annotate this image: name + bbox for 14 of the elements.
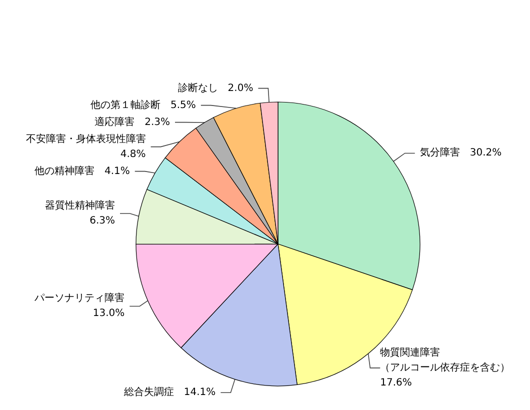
slice-label: 物質関連障害（アルコール依存症を含む） (380, 346, 510, 374)
slice-label: パーソナリティ障害 (34, 292, 125, 304)
slice-label: 他の精神障害 4.1% (34, 164, 130, 177)
slice-label: 適応障害 2.3% (94, 116, 170, 128)
slice-label: 他の第１軸診断 5.5% (90, 98, 196, 111)
slice-label: 診断なし 2.0% (178, 82, 254, 94)
data-label: 6.3% (90, 216, 115, 227)
slice-label: 総合失調症 14.1% (122, 386, 216, 398)
data-label: 4.8% (120, 148, 146, 160)
slice-label: 気分障害 30.2% (420, 146, 502, 159)
slice-label: 不安障害・身体表現性障害 (26, 132, 146, 145)
slice-label: 器質性精神障害 (44, 200, 115, 212)
data-label: 17.6% (380, 377, 412, 388)
data-label: 13.0% (92, 308, 125, 320)
